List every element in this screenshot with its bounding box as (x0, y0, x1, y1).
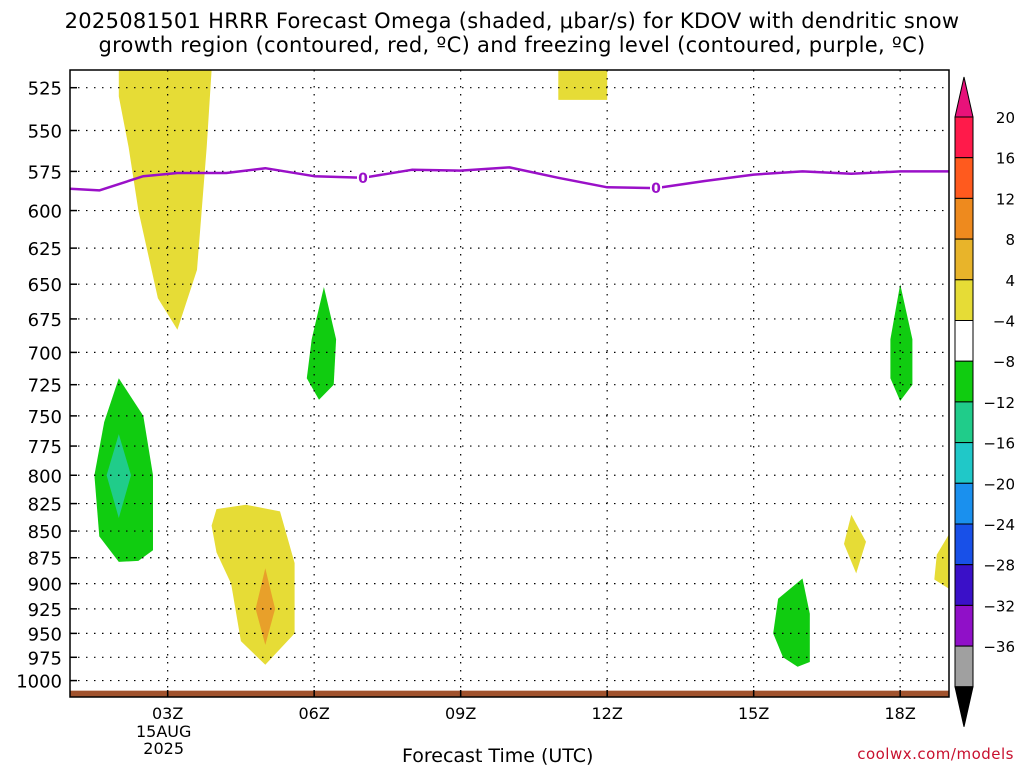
colorbar-label: −4 (993, 313, 1015, 331)
colorbar-segment (954, 157, 974, 199)
y-tick-label: 850 (28, 522, 62, 543)
y-tick-label: 875 (28, 549, 62, 570)
y-tick-label: 900 (28, 575, 62, 596)
colorbar-label: −28 (983, 557, 1015, 575)
x-tick-label: 15Z (738, 704, 769, 723)
colorbar-label: −32 (983, 597, 1015, 615)
x-tick-label: 12Z (592, 704, 623, 723)
omega-shaded-region (934, 534, 949, 589)
y-tick-label: 1000 (16, 672, 62, 693)
colorbar-label: 8 (1005, 231, 1015, 249)
freezing-level-label: 0 (358, 171, 368, 187)
x-tick-label: 06Z (299, 704, 330, 723)
x-tick-sublabel: 2025 (143, 739, 184, 758)
freezing-level-label-bg (357, 168, 369, 187)
colorbar-segment (954, 238, 974, 281)
y-tick-label: 775 (28, 437, 62, 458)
y-tick-label: 950 (28, 624, 62, 645)
y-tick-label: 650 (28, 275, 62, 296)
colorbar-segment (954, 442, 974, 484)
omega-shaded-region (844, 514, 866, 574)
colorbar-segment (954, 645, 974, 688)
y-tick-label: 750 (28, 407, 62, 428)
freezing-level-contour-layer: 00 (69, 166, 949, 198)
y-tick-label: 925 (28, 600, 62, 621)
omega-shaded-region (118, 70, 212, 330)
x-axis-title: Forecast Time (UTC) (402, 745, 594, 767)
freezing-level-label: 0 (651, 181, 661, 197)
x-tick-label: 03Z (152, 704, 183, 723)
y-tick-label: 525 (28, 79, 62, 100)
y-tick-label: 625 (28, 239, 62, 260)
colorbar-segment (954, 197, 974, 240)
y-tick-label: 825 (28, 495, 62, 516)
omega-shaded-region (306, 287, 337, 400)
chart-title-line-1: 2025081501 HRRR Forecast Omega (shaded, … (64, 9, 960, 33)
colorbar-segment (954, 116, 974, 159)
omega-shaded-region (773, 578, 810, 667)
omega-shading-layer (70, 70, 949, 697)
colorbar-label: −8 (993, 353, 1015, 371)
colorbar-segment (954, 482, 974, 525)
colorbar-label: 20 (996, 109, 1015, 127)
omega-shaded-region (106, 434, 131, 518)
colorbar-segment (954, 320, 974, 362)
y-tick-label: 975 (28, 648, 62, 669)
colorbar-label: −36 (983, 638, 1015, 656)
freezing-level-line (69, 166, 949, 192)
colorbar-label: 4 (1005, 272, 1015, 290)
y-tick-label: 550 (28, 121, 62, 142)
y-tick-label: 575 (28, 162, 62, 183)
colorbar-segment (954, 564, 974, 606)
y-tick-label: 675 (28, 310, 62, 331)
omega-shaded-region (558, 70, 608, 100)
colorbar-layer: 20 16 12 8 4 −4 −8 −12 −16 −20 −24 −28 −32 −36 (954, 76, 1015, 727)
watermark-link[interactable]: coolwx.com/models (857, 745, 1014, 763)
surface-ground-band (70, 690, 949, 697)
y-tick-label: 600 (28, 202, 62, 223)
colorbar-label: 12 (996, 190, 1015, 208)
colorbar-segment (954, 279, 974, 321)
colorbar-label: 16 (996, 150, 1015, 168)
colorbar-bottom-triangle (954, 686, 974, 727)
colorbar-label: −16 (983, 435, 1015, 453)
y-tick-label: 800 (28, 466, 62, 487)
omega-shaded-region (255, 568, 276, 645)
colorbar-segment (954, 401, 974, 444)
axis-layer: 525 550 575 600 625 650 675 700 725 750 775 800 825 8… (16, 69, 950, 758)
y-tick-label: 700 (28, 343, 62, 364)
colorbar-segment (954, 360, 974, 403)
colorbar-label: −12 (983, 394, 1015, 412)
colorbar-top-triangle (954, 76, 974, 118)
x-tick-label: 09Z (445, 704, 476, 723)
omega-shaded-region (211, 504, 295, 665)
x-tick-label: 18Z (885, 704, 916, 723)
freezing-level-label-bg (650, 179, 662, 198)
omega-shaded-region (890, 284, 913, 401)
colorbar-segment (954, 523, 974, 566)
y-tick-label: 725 (28, 376, 62, 397)
chart-title-line-2: growth region (contoured, red, ºC) and f… (98, 33, 926, 57)
colorbar-segment (954, 604, 974, 647)
plot-frame (69, 69, 950, 698)
colorbar-label: −20 (983, 475, 1015, 493)
x-tick-sublabel: 15AUG (136, 722, 191, 741)
colorbar-label: −24 (983, 516, 1015, 534)
